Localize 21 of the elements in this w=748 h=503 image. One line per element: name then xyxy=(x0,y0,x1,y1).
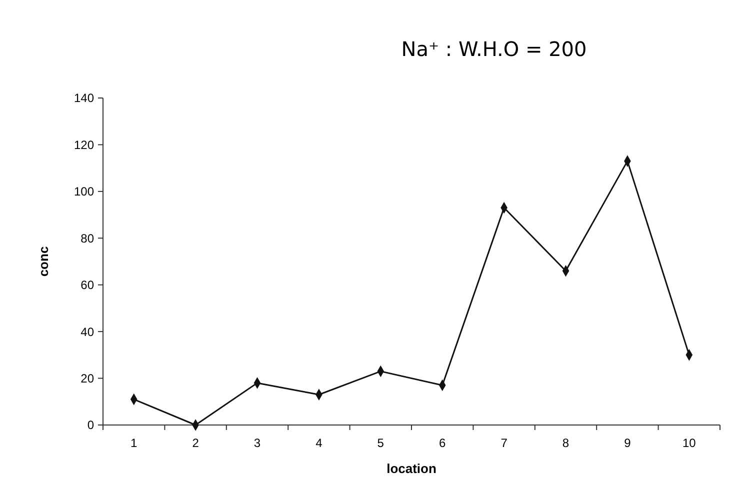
chart-title: Na⁺ : W.H.O = 200 xyxy=(401,37,587,61)
y-tick-label: 80 xyxy=(80,231,94,246)
y-tick-label: 120 xyxy=(74,138,94,152)
x-tick-label: 3 xyxy=(254,436,261,450)
x-tick-label: 10 xyxy=(682,436,696,450)
x-tick-label: 6 xyxy=(439,436,446,450)
x-tick-label: 2 xyxy=(192,436,200,450)
x-tick-label: 5 xyxy=(377,436,384,450)
x-tick-label: 4 xyxy=(316,436,323,450)
y-tick-label: 60 xyxy=(80,278,94,292)
y-tick-label: 20 xyxy=(80,371,94,386)
x-axis-title: location xyxy=(386,461,436,476)
x-tick-label: 1 xyxy=(130,436,138,450)
x-tick-label: 8 xyxy=(562,436,570,450)
y-tick-label: 40 xyxy=(80,324,94,339)
x-tick-label: 9 xyxy=(624,436,632,450)
y-tick-label: 0 xyxy=(87,418,94,432)
y-axis-title: conc xyxy=(36,246,51,277)
x-tick-label: 7 xyxy=(500,436,508,450)
y-tick-label: 100 xyxy=(74,184,94,199)
y-tick-label: 140 xyxy=(74,91,94,106)
